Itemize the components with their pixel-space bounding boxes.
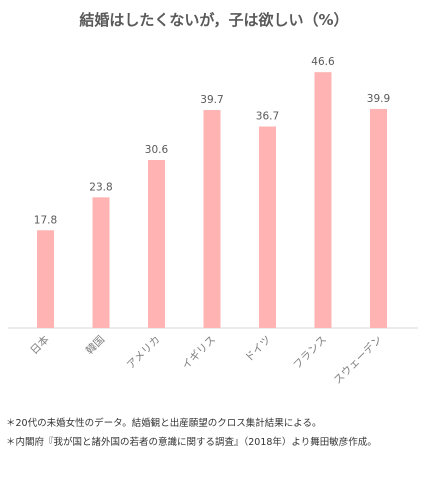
data-label-2: 30.6 — [145, 144, 169, 156]
bar-5 — [314, 72, 332, 328]
data-label-4: 36.7 — [256, 111, 279, 123]
data-label-6: 39.9 — [367, 93, 390, 105]
x-tick-label-2: アメリカ — [125, 334, 163, 372]
chart-title: 結婚はしたくないが，子は欲しい（%） — [79, 11, 349, 29]
x-tick-label-0: 日本 — [28, 333, 52, 357]
x-tick-label-6: スウェーデン — [331, 333, 385, 387]
footnote-1: ＊20代の未婚女性のデータ。結婚観と出産願望のクロス集計結果による。 — [6, 418, 322, 429]
x-tick-label-4: ドイツ — [243, 334, 274, 365]
x-tick-label-1: 韓国 — [84, 334, 107, 357]
x-tick-labels-group: 日本 韓国 アメリカ イギリス ドイツ フランス スウェーデン — [28, 333, 385, 387]
data-label-5: 46.6 — [311, 56, 335, 68]
bar-3 — [203, 110, 221, 328]
bar-6 — [370, 108, 387, 328]
data-label-0: 17.8 — [34, 214, 57, 226]
data-label-3: 39.7 — [200, 94, 223, 106]
footnote-2: ＊内閣府『我が国と諸外国の若者の意識に関する調査』（2018年）より舞田敏彦作成… — [6, 437, 377, 448]
bars-group — [37, 72, 387, 328]
bar-4 — [259, 126, 276, 328]
x-tick-label-5: フランス — [291, 334, 329, 372]
bar-2 — [148, 160, 165, 328]
bar-1 — [92, 197, 110, 328]
data-labels-group: 17.8 23.8 30.6 39.7 36.7 46.6 39.9 — [34, 56, 390, 226]
bar-0 — [37, 230, 54, 328]
data-label-1: 23.8 — [89, 181, 112, 193]
x-tick-label-3: イギリス — [180, 334, 218, 372]
